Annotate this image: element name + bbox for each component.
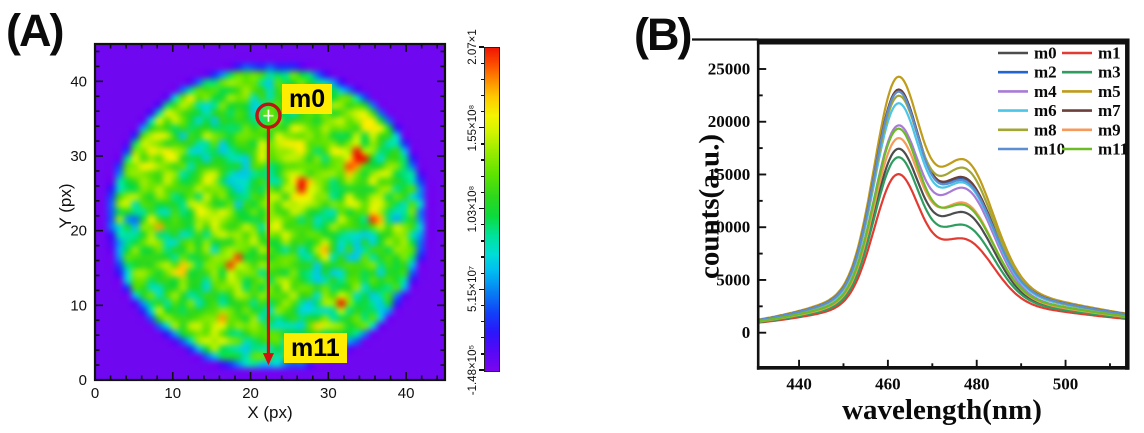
colorbar-tick [479, 46, 484, 48]
panel-a-y-tick-label: 30 [70, 148, 87, 165]
spectrum-curve-m3 [758, 156, 1127, 324]
panel-a-x-tick-label: 20 [242, 385, 259, 402]
panel-a-y-axis-title: Y (px) [56, 183, 75, 229]
legend-label-m4: m4 [1034, 82, 1057, 101]
panel-a-x-axis-title: X (px) [247, 403, 293, 422]
spectrum-curve-m6 [758, 102, 1127, 322]
colorbar-minor-tick [481, 191, 484, 194]
m0-marker-circle [255, 102, 282, 129]
panel-a-y-tick-label: 10 [70, 297, 87, 314]
panel-a-y-tick-label: 20 [70, 223, 87, 240]
panel-a-x-tick-label: 0 [91, 385, 99, 402]
panel-a-x-tick-label: 30 [320, 385, 337, 402]
colorbar-minor-tick [481, 304, 484, 307]
panel-a-x-tick-label: 40 [398, 385, 415, 402]
spectrum-curve-m10 [758, 90, 1127, 322]
colorbar-tick [479, 207, 484, 210]
panel-b-y-axis-title: counts(a.u.) [693, 134, 726, 280]
panel-b-x-tick-label: 480 [964, 374, 990, 393]
legend-label-m8: m8 [1034, 120, 1057, 139]
panel-a-axes: 0 10 20 30 40 0 10 20 30 40 [70, 42, 447, 402]
colorbar-minor-tick [481, 111, 484, 113]
panel-a-letter: (A) [6, 5, 64, 56]
spectrum-curve-m1 [758, 173, 1127, 324]
annotation-m0-label: m0 [282, 84, 333, 115]
colorbar [484, 47, 500, 372]
colorbar-minor-tick [481, 240, 484, 242]
legend-label-m11: m11 [1098, 140, 1128, 159]
colorbar-tick [479, 369, 484, 371]
colorbar-tick [479, 288, 484, 290]
panel-b-y-tick-label: 0 [742, 323, 751, 342]
legend-label-m2: m2 [1034, 63, 1057, 82]
legend-label-m3: m3 [1098, 63, 1121, 82]
panel-a-annotations [255, 102, 282, 366]
panel-b-x-axis-title: wavelength(nm) [842, 394, 1042, 426]
colorbar-minor-tick [481, 272, 484, 274]
panel-b-legend: m0 m1 m2 m3 m4 m5 m6 m7 m8 m9 m10 m11 [998, 44, 1128, 159]
colorbar-minor-tick [481, 337, 484, 339]
panel-b-y-tick-label: 25000 [708, 60, 751, 79]
panel-b-letter: (B) [634, 9, 692, 60]
panel-b-y-tick-label: 20000 [708, 112, 751, 131]
legend-label-m10: m10 [1034, 140, 1065, 159]
panel-a-frame [93, 42, 447, 382]
panel-a-y-tick-label: 0 [79, 372, 87, 389]
colorbar-minor-tick [481, 143, 484, 145]
spectrum-curve-m11 [758, 127, 1127, 323]
legend-label-m5: m5 [1098, 82, 1121, 101]
panel-a-y-tick-label: 40 [70, 73, 87, 90]
panel-b-y-tick-label: 10000 [708, 218, 751, 237]
panel-b-x-tick-label: 500 [1053, 374, 1079, 393]
scan-line-arrowhead-icon [262, 353, 274, 366]
panel-b-curves [758, 75, 1127, 324]
colorbar-minor-tick [481, 175, 484, 177]
annotation-m11-label: m11 [284, 333, 347, 364]
legend-label-m6: m6 [1034, 101, 1057, 120]
panel-b-x-tick-label: 460 [875, 374, 901, 393]
colorbar-minor-tick [481, 159, 484, 161]
colorbar-minor-tick [481, 320, 484, 323]
panel-b-y-tick-label: 5000 [716, 270, 750, 289]
legend-label-m1: m1 [1098, 44, 1121, 63]
legend-label-m7: m7 [1098, 101, 1121, 120]
legend-label-m9: m9 [1098, 120, 1121, 139]
spectrum-curve-m5 [758, 75, 1127, 321]
colorbar-minor-tick [481, 62, 484, 64]
colorbar-minor-tick [481, 224, 484, 226]
spectrum-curve-m4 [758, 124, 1127, 323]
spectrum-curve-m7 [758, 88, 1127, 322]
panel-b-x-tick-label: 440 [786, 374, 812, 393]
colorbar-minor-tick [481, 353, 484, 355]
colorbar-minor-tick [481, 78, 484, 81]
colorbar-minor-tick [481, 256, 484, 258]
colorbar-minor-tick [481, 94, 484, 97]
spectrum-curve-m2 [758, 89, 1127, 322]
colorbar-tick [479, 127, 484, 129]
legend-label-m0: m0 [1034, 44, 1057, 63]
panel-a-x-tick-label: 10 [164, 385, 181, 402]
panel-b-y-tick-label: 15000 [708, 165, 751, 184]
panel-b-axes: 0 5000 10000 15000 20000 25000 440 460 480 500 [692, 38, 1130, 393]
